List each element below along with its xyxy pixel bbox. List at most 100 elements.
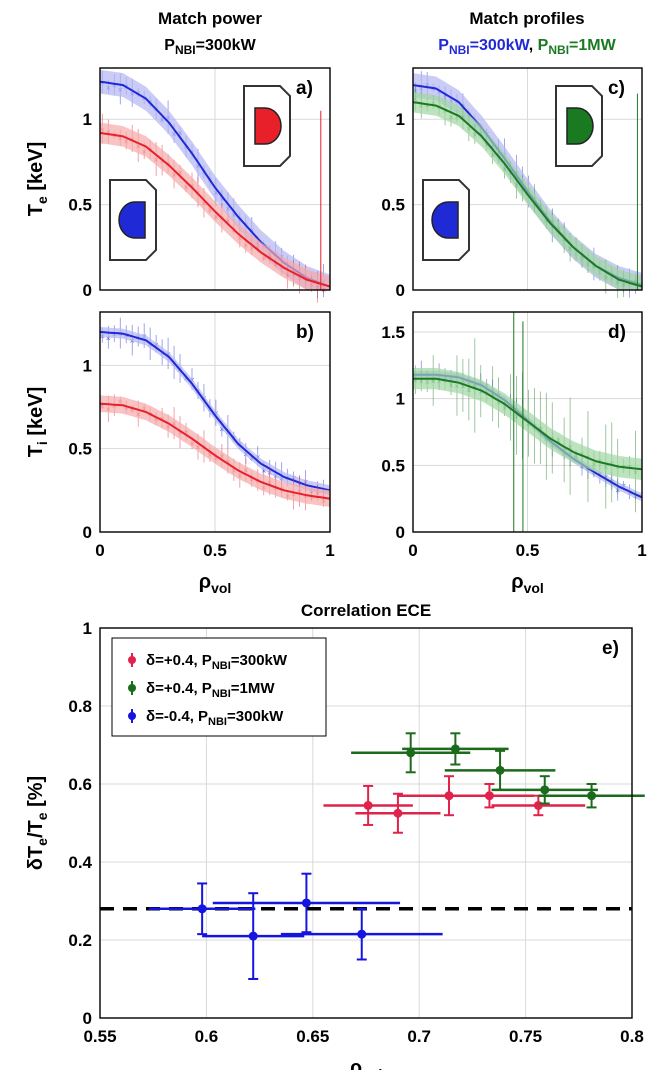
legend-label: δ=+0.4, PNBI=1MW [146,680,275,700]
x-tick-label: 0.8 [620,1027,644,1046]
data-point [393,808,403,818]
chart-panel-b: ××××××××××××××××××××××××××××××××××××××××… [25,311,335,596]
series-ece_green [351,732,645,809]
data-point [587,791,597,801]
y-tick-label: 0.5 [68,196,92,215]
legend: δ=+0.4, PNBI=300kW δ=+0.4, PNBI=1MW δ=-0.4… [111,637,327,737]
data-point [450,744,460,754]
x-axis-label: ρvol [199,571,232,596]
y-tick-label: 0 [83,523,92,542]
y-tick-label: 0 [396,281,405,300]
chart-panel-d: ××××××××××××××××××××××××××××××××××××××××… [381,311,647,596]
y-tick-label: 0.4 [68,853,92,872]
chart-title: Correlation ECE [301,601,431,620]
y-tick-label: 1 [83,356,92,375]
y-tick-label: 0.8 [68,697,92,716]
y-tick-label: 0.2 [68,931,92,950]
y-tick-label: 0 [83,281,92,300]
panel-label: b) [296,322,314,343]
axes-frame [412,67,643,291]
uncertainty-band [100,327,330,496]
chart-panel-c: ××××××××××××××××××××××××××××××××××××××××… [381,67,643,300]
data-point [248,931,258,941]
panel-label: e) [602,638,619,659]
legend-marker [128,656,136,664]
panel-label: d) [608,322,626,343]
y-tick-label: 1 [83,110,92,129]
x-tick-label: 0.65 [296,1027,329,1046]
series-red: ×××××××××××××××××××××××××××××××××××××× [99,394,331,511]
data-point [357,929,367,939]
panel-label: c) [608,78,625,99]
x-axis-label: ρvol [350,1057,383,1070]
y-tick-label: 1 [396,390,405,409]
data-point [540,785,550,795]
vessel-inset-icon [422,179,470,261]
data-point [533,800,543,810]
right-title: Match profiles [469,9,584,28]
y-axis-label: δTe/Te [%] [25,776,50,870]
x-tick-label: 1 [325,541,334,560]
panel-label: a) [296,78,313,99]
uncertainty-band [413,368,642,480]
legend-label: δ=-0.4, PNBI=300kW [146,708,284,728]
left-subtitle: PNBI=300kW [164,37,256,57]
axes-frame [99,311,331,533]
uncertainty-band [413,73,642,290]
plasma-shape [118,201,146,239]
plasma-shape [431,201,459,239]
fit-line [412,101,643,288]
x-tick-label: 0.5 [203,541,227,560]
data-point [484,791,494,801]
x-tick-label: 0 [408,541,417,560]
left-title: Match power [158,9,262,28]
vessel-inset-icon [109,179,157,261]
data-point: × [219,425,225,433]
data-point [495,765,505,775]
series-ece_red [323,775,586,834]
y-axis-label: Ti [keV] [25,387,50,458]
data-point: × [261,467,267,475]
chart-panel-e: δ=+0.4, PNBI=300kW δ=+0.4, PNBI=1MW δ=-0.4… [25,601,645,1070]
x-tick-label: 1 [637,541,646,560]
plasma-shape [566,107,594,145]
data-point [406,748,416,758]
series-red: ×××××××××××××××××××××××××××××××××××××× [99,113,331,303]
series-ece_blue [148,872,443,980]
axes-frame [412,311,643,533]
vessel-inset-icon [243,85,291,167]
vessel-inset-icon [555,85,603,167]
y-axis-label: Te [keV] [25,142,50,216]
fit-line [99,131,331,288]
x-tick-label: 0.5 [516,541,540,560]
uncertainty-band [413,370,642,502]
right-subtitle: PNBI=300kW, PNBI=1MW [438,37,616,57]
x-tick-label: 0 [95,541,104,560]
fit-line [99,402,331,500]
data-point: × [105,334,111,342]
legend-box [111,637,327,737]
fit-line [413,377,643,471]
series-green: ×××××××××××××××××××××××××××××××××××××× [412,85,643,298]
y-tick-label: 0 [396,523,405,542]
fit-line [99,331,331,492]
y-tick-label: 0 [83,1009,92,1028]
legend-marker [128,712,136,720]
uncertainty-band [100,395,330,507]
y-tick-label: 1 [83,619,92,638]
x-axis-label: ρvol [511,571,544,596]
x-tick-label: 0.75 [509,1027,542,1046]
x-tick-label: 0.55 [83,1027,116,1046]
data-point [363,800,373,810]
series-blue: ×××××××××××××××××××××××××××××××××××××× [99,69,331,299]
x-tick-label: 0.6 [195,1027,219,1046]
y-tick-label: 1 [396,110,405,129]
uncertainty-band [100,69,330,290]
axes-frame [99,627,633,1019]
y-tick-label: 0.5 [381,196,405,215]
y-tick-label: 1.5 [381,323,405,342]
x-tick-label: 0.7 [407,1027,431,1046]
uncertainty-band [100,122,330,290]
y-tick-label: 0.6 [68,775,92,794]
